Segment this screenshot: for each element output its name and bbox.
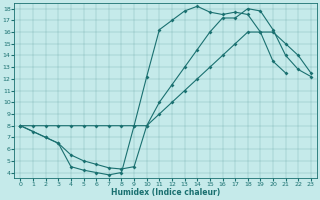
X-axis label: Humidex (Indice chaleur): Humidex (Indice chaleur) (111, 188, 220, 197)
